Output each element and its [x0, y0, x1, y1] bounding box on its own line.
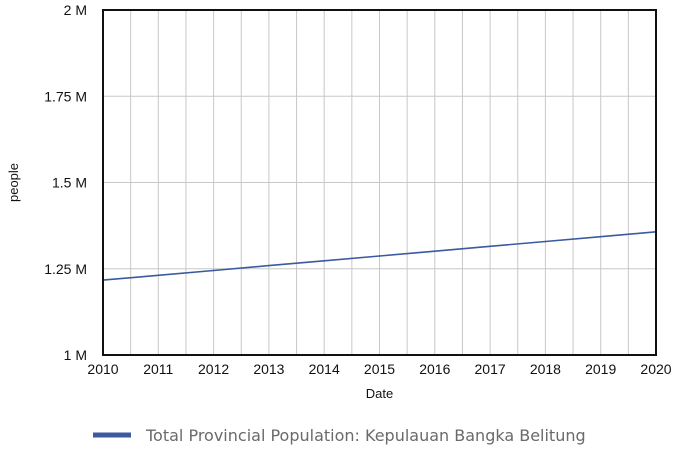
data-point	[323, 260, 326, 262]
data-point	[599, 235, 602, 238]
x-tick-labels: 2010 2011 2012 2013 2014 2015 2016 2017 2018 2019…	[87, 361, 671, 377]
gridlines	[103, 10, 656, 355]
legend-label: Total Provincial Population: Kepulauan B…	[145, 426, 586, 445]
data-point	[489, 245, 491, 248]
x-tick-label: 2014	[309, 361, 340, 377]
x-tick-label: 2017	[475, 361, 506, 377]
y-tick-label: 2 M	[64, 2, 87, 18]
data-point	[212, 269, 215, 272]
data-point	[157, 274, 160, 277]
legend: Total Provincial Population: Kepulauan B…	[93, 426, 586, 445]
y-tick-label: 1.25 M	[44, 261, 87, 277]
x-tick-label: 2013	[253, 361, 284, 377]
y-tick-labels: 1 M 1.25 M 1.5 M 1.75 M 2 M	[44, 2, 87, 363]
y-tick-label: 1.5 M	[52, 175, 87, 191]
x-tick-label: 2011	[143, 361, 173, 377]
y-tick-label: 1.75 M	[44, 88, 87, 104]
data-point	[378, 255, 381, 257]
x-tick-label: 2020	[640, 361, 671, 377]
x-tick-label: 2016	[419, 361, 450, 377]
data-point	[268, 264, 270, 267]
y-axis-title: people	[6, 163, 21, 202]
x-tick-label: 2019	[585, 361, 616, 377]
y-tick-label: 1 M	[64, 347, 87, 363]
x-tick-label: 2015	[364, 361, 395, 377]
x-tick-label: 2012	[198, 361, 229, 377]
data-point	[434, 250, 436, 252]
x-tick-label: 2010	[87, 361, 118, 377]
x-axis-title: Date	[366, 386, 393, 401]
data-point	[544, 240, 547, 243]
x-tick-label: 2018	[530, 361, 561, 377]
plot-frame	[102, 9, 657, 356]
